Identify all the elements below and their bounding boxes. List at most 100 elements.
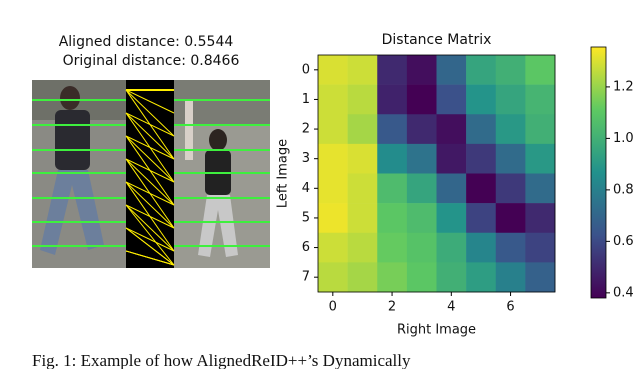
- heatmap-cell: [406, 173, 437, 204]
- yellow-line: [125, 227, 175, 252]
- heatmap-cell: [525, 143, 556, 174]
- yellow-line: [125, 112, 175, 137]
- yellow-line: [125, 158, 175, 183]
- colorbar-tick-label: 0.6: [613, 234, 634, 249]
- x-tick-label: 0: [329, 300, 337, 315]
- heatmap-cell: [377, 203, 408, 234]
- heatmap-cell: [495, 173, 526, 204]
- heatmap-cell: [466, 232, 497, 263]
- yellow-line: [125, 89, 175, 137]
- heatmap-cell: [406, 114, 437, 145]
- heatmap-cell: [318, 232, 348, 263]
- yellow-line: [125, 204, 175, 252]
- colorbar-tick-label: 1.2: [613, 79, 634, 94]
- heatmap-cell: [495, 262, 526, 293]
- alignment-lines: [32, 89, 270, 266]
- heatmap-cell: [318, 262, 348, 293]
- heatmap-cell: [525, 55, 556, 85]
- heatmap-cell: [347, 203, 378, 234]
- heatmap-cell: [525, 232, 556, 263]
- heatmap-cell: [495, 232, 526, 263]
- heatmap-cell: [495, 143, 526, 174]
- heatmap-cell: [466, 173, 497, 204]
- colorbar-tick-label: 0.4: [613, 285, 634, 300]
- y-tick-label: 3: [302, 151, 310, 166]
- heatmap-cell: [347, 143, 378, 174]
- heatmap-cell: [406, 143, 437, 174]
- heatmap-cell: [377, 232, 408, 263]
- heatmap-cell: [318, 84, 348, 115]
- heatmap-cell: [377, 173, 408, 204]
- y-tick-label: 5: [302, 210, 310, 225]
- heatmap-cell: [377, 55, 408, 85]
- colorbar-tick-label: 0.8: [613, 182, 634, 197]
- y-tick-label: 6: [302, 240, 310, 255]
- heatmap-cell: [406, 55, 437, 85]
- heatmap-cell: [466, 55, 497, 85]
- yellow-line: [125, 181, 175, 229]
- yellow-line: [125, 89, 175, 114]
- heatmap-cell: [377, 143, 408, 174]
- chart-title: Distance Matrix: [382, 32, 492, 48]
- heatmap-cell: [318, 203, 348, 234]
- heatmap-cell: [495, 84, 526, 115]
- heatmap-cell: [436, 232, 467, 263]
- caption: Fig. 1: Example of how AlignedReID++’s D…: [32, 351, 411, 369]
- heatmap-cell: [466, 114, 497, 145]
- colorbar: [590, 46, 607, 299]
- yellow-line: [125, 204, 175, 229]
- heatmap-cell: [406, 84, 437, 115]
- heatmap-cell: [495, 55, 526, 85]
- original-distance: Original distance: 0.8466: [63, 53, 240, 69]
- yellow-line: [125, 112, 175, 160]
- heatmap-cell: [436, 55, 467, 85]
- yellow-line: [125, 250, 175, 266]
- yellow-line: [125, 204, 175, 266]
- heatmap-cell: [495, 203, 526, 234]
- heatmap-cell: [377, 114, 408, 145]
- heatmap-cell: [525, 203, 556, 234]
- heatmap-cell: [466, 84, 497, 115]
- heatmap-cell: [318, 173, 348, 204]
- heatmap-cell: [436, 262, 467, 293]
- yellow-line: [125, 135, 175, 160]
- heatmap-cell: [466, 143, 497, 174]
- y-axis-label: Left Image: [276, 139, 291, 208]
- yellow-line: [125, 181, 175, 206]
- y-tick-label: 4: [302, 181, 310, 196]
- heatmap-cell: [436, 203, 467, 234]
- heatmap-cell: [347, 84, 378, 115]
- aligned-distance: Aligned distance: 0.5544: [59, 34, 234, 50]
- heatmap-cell: [525, 114, 556, 145]
- heatmap-cell: [377, 262, 408, 293]
- yellow-line: [125, 158, 175, 206]
- yellow-line: [125, 227, 175, 266]
- heatmap-cell: [436, 84, 467, 115]
- x-axis-label: Right Image: [397, 323, 476, 338]
- heatmap-cell: [347, 173, 378, 204]
- heatmap-cell: [406, 203, 437, 234]
- heatmap-cell: [466, 262, 497, 293]
- y-tick-label: 7: [302, 270, 310, 285]
- x-tick-label: 4: [447, 300, 455, 315]
- heatmap-cell: [318, 55, 348, 85]
- x-tick-label: 2: [388, 300, 396, 315]
- heatmap-cell: [525, 84, 556, 115]
- heatmap-cell: [406, 262, 437, 293]
- heatmap-cell: [347, 262, 378, 293]
- heatmap-cell: [466, 203, 497, 234]
- heatmap-cell: [347, 55, 378, 85]
- x-tick-label: 6: [506, 300, 514, 315]
- heatmap-cell: [406, 232, 437, 263]
- heatmap-cell: [436, 143, 467, 174]
- heatmap-cell: [525, 262, 556, 293]
- heatmap-cell: [495, 114, 526, 145]
- y-tick-label: 2: [302, 122, 310, 137]
- heatmap-cell: [318, 114, 348, 145]
- heatmap-cell: [318, 143, 348, 174]
- heatmap-cell: [436, 114, 467, 145]
- y-tick-label: 0: [302, 62, 310, 77]
- heatmap-cell: [525, 173, 556, 204]
- plot-frame: [317, 54, 556, 293]
